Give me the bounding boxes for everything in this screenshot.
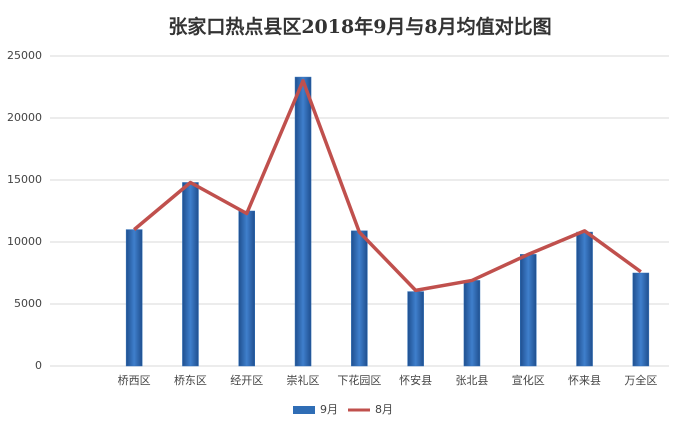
legend-label: 9月 — [320, 403, 338, 416]
x-tick-label: 怀来县 — [568, 374, 601, 387]
line — [133, 79, 642, 293]
y-tick-label: 25000 — [7, 49, 42, 62]
y-tick-label: 10000 — [7, 235, 42, 248]
y-tick-label: 15000 — [7, 173, 42, 186]
bar — [294, 76, 312, 367]
bar — [182, 182, 199, 367]
bar — [407, 291, 424, 367]
x-tick-label: 怀安县 — [399, 373, 432, 387]
x-tick-label: 桥西区 — [118, 374, 151, 387]
bar — [576, 231, 593, 367]
legend-swatch — [293, 406, 315, 414]
bar — [125, 229, 143, 367]
x-tick-label: 下花园区 — [337, 374, 381, 387]
bar — [351, 230, 368, 367]
bar — [238, 210, 255, 367]
x-tick-label: 张北县 — [455, 374, 488, 387]
chart-title: 张家口热点县区2018年9月与8月均值对比图 — [168, 15, 551, 38]
bar — [520, 254, 537, 367]
bar — [632, 272, 650, 367]
y-tick-label: 0 — [35, 359, 42, 372]
x-tick-label: 万全区 — [624, 373, 657, 387]
bar — [463, 280, 481, 367]
x-tick-label: 宣化区 — [512, 373, 545, 387]
legend-label: 8月 — [375, 403, 393, 416]
y-tick-label: 5000 — [14, 297, 42, 310]
x-tick-label: 桥东区 — [174, 374, 207, 387]
x-tick-label: 经开区 — [230, 374, 263, 387]
x-tick-label: 崇礼区 — [287, 373, 320, 387]
y-tick-label: 20000 — [7, 111, 42, 124]
